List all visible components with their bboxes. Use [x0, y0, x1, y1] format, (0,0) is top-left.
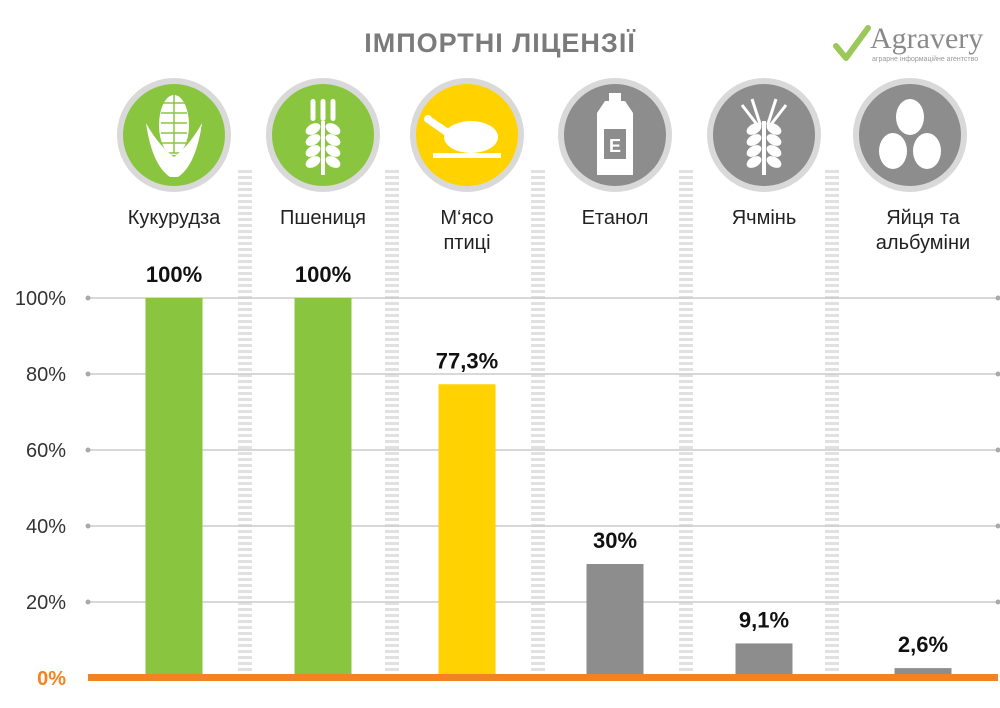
separator-column [238, 170, 252, 677]
bar [586, 564, 644, 678]
y-tick-label: 20% [26, 592, 66, 614]
separator-column [385, 170, 399, 677]
x-tick-label: Пшениця [280, 207, 366, 229]
gridline-dot [995, 523, 1000, 529]
y-tick-label: 40% [26, 516, 66, 538]
eggs-icon [853, 78, 967, 192]
x-tick-label: альбуміни [876, 232, 970, 254]
corn-icon [117, 78, 231, 192]
x-tick-label: птиці [443, 232, 490, 254]
gridline-dot [995, 599, 1000, 605]
x-tick-label: Ячмінь [732, 207, 797, 229]
x-tick-label: Яйця та [886, 207, 960, 229]
svg-text:E: E [609, 136, 621, 156]
checkmark-icon [833, 25, 871, 61]
gridline-dot [995, 371, 1000, 377]
gridline-dot [85, 371, 91, 377]
category-label: М‘ясо птиці [440, 207, 493, 254]
gridline-dot [85, 523, 91, 529]
separator-column [825, 170, 839, 677]
data-label: 9,1% [739, 607, 789, 632]
gridline-dot [85, 599, 91, 605]
gridline-dot [995, 295, 1000, 301]
y-tick-label: 60% [26, 440, 66, 462]
y-tick-label: 0% [37, 668, 66, 690]
wheat-icon [266, 78, 380, 192]
chicken-icon [410, 78, 524, 192]
separator-column [531, 170, 545, 677]
agravery-logo: Agravery аграрне інформаційне агентство [832, 22, 997, 72]
category-label: Ячмінь [732, 207, 797, 229]
barley-icon [707, 78, 821, 192]
x-tick-label: Етанол [582, 207, 649, 229]
bar [145, 298, 203, 678]
y-tick-label: 100% [15, 288, 66, 310]
logo-name: Agravery [870, 22, 984, 55]
category-label: Етанол [582, 207, 649, 229]
chart-title: ІМПОРТНІ ЛІЦЕНЗІЇ [364, 28, 636, 58]
data-label: 100% [146, 262, 202, 287]
gridline-dot [85, 295, 91, 301]
y-tick-label: 80% [26, 364, 66, 386]
gridline-dot [995, 447, 1000, 453]
data-label: 2,6% [898, 632, 948, 657]
x-tick-label: М‘ясо [440, 207, 493, 229]
category-label: Кукурудза [128, 207, 221, 229]
data-label: 30% [593, 528, 637, 553]
logo-tagline: аграрне інформаційне агентство [872, 56, 979, 63]
ethanol-canister-icon: E [558, 78, 672, 192]
gridline-dot [85, 447, 91, 453]
category-label: Пшениця [280, 207, 366, 229]
bar [894, 668, 952, 678]
category-label: Яйця та альбуміни [876, 207, 970, 254]
bar [735, 643, 793, 678]
bar [294, 298, 352, 678]
x-tick-label: Кукурудза [128, 207, 221, 229]
bar [438, 384, 496, 678]
data-label: 77,3% [436, 348, 498, 373]
data-label: 100% [295, 262, 351, 287]
x-axis-baseline [88, 674, 998, 681]
separator-column [679, 170, 693, 677]
